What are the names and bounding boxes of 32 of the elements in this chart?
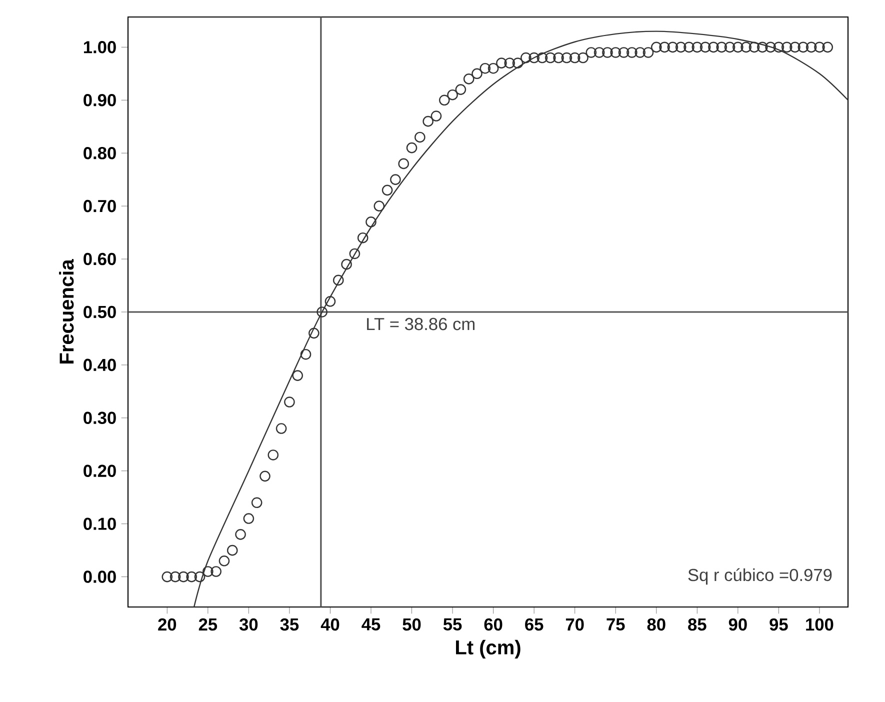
y-tick-label: 0.80 <box>84 146 116 160</box>
x-tick-label: 85 <box>688 618 706 631</box>
x-axis-title: Lt (cm) <box>456 640 520 658</box>
x-tick-label: 25 <box>198 618 218 631</box>
x-tick-label: 100 <box>806 618 834 631</box>
y-tick-label: 1.00 <box>84 41 116 54</box>
x-tick-label: 80 <box>647 618 666 631</box>
x-tick-label: 45 <box>362 618 380 630</box>
y-tick-label: 0.90 <box>84 94 116 106</box>
y-tick-label: 0.60 <box>84 252 116 266</box>
x-tick-label: 55 <box>443 618 462 630</box>
x-tick-label: 30 <box>239 618 258 631</box>
x-tick-label: 90 <box>728 618 747 631</box>
annotation: LT = 38.86 cm <box>367 318 474 330</box>
y-tick-label: 0.40 <box>84 358 116 372</box>
x-tick-label: 60 <box>484 618 502 631</box>
annotation: Sq r cúbico =0.979 <box>688 568 832 585</box>
x-tick-label: 20 <box>158 618 176 631</box>
y-axis-title: Frecuencia <box>59 259 74 364</box>
y-tick-label: 0.70 <box>84 200 116 212</box>
y-tick-label: 0.20 <box>84 464 116 478</box>
y-tick-label: 0.50 <box>84 306 116 318</box>
x-tick-label: 65 <box>525 618 544 631</box>
x-tick-label: 35 <box>280 618 299 631</box>
x-tick-label: 40 <box>320 618 340 631</box>
y-tick-label: 0.00 <box>84 570 116 583</box>
x-tick-label: 95 <box>770 618 788 631</box>
y-tick-label: 0.10 <box>84 518 116 530</box>
x-tick-label: 50 <box>402 618 421 631</box>
x-tick-label: 75 <box>606 618 625 630</box>
y-tick-label: 0.30 <box>84 412 116 424</box>
x-tick-label: 70 <box>566 618 584 631</box>
